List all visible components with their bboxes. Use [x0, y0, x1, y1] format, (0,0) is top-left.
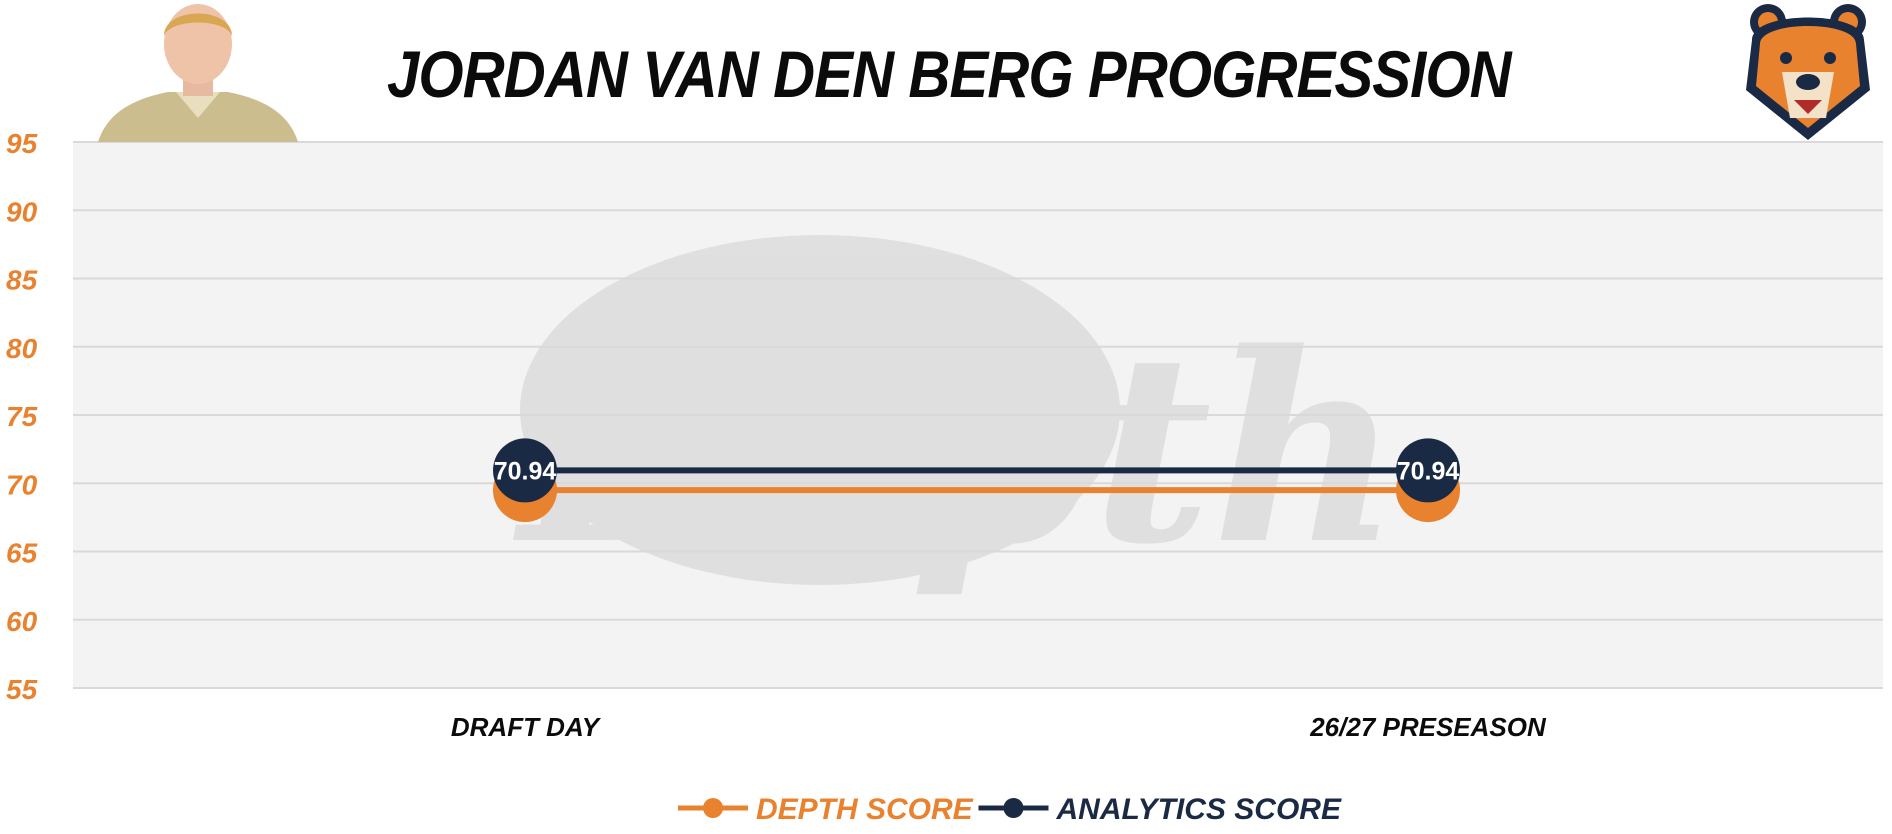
y-tick-label: 85 — [6, 265, 38, 296]
series-point — [1396, 438, 1460, 503]
x-tick-label: DRAFT DAY — [451, 712, 602, 742]
y-tick-label: 60 — [6, 606, 38, 637]
svg-text:Depth: Depth — [511, 297, 1401, 602]
y-tick-label: 55 — [6, 674, 38, 705]
bear-logo-icon — [1746, 4, 1870, 140]
series-point — [493, 438, 557, 503]
legend-label: ANALYTICS SCORE — [1056, 793, 1342, 826]
legend-marker — [1003, 798, 1024, 818]
y-tick-label: 65 — [6, 538, 38, 569]
player-headshot-icon — [98, 4, 298, 142]
data-label: 70.94 — [1397, 457, 1460, 485]
x-tick-label: 26/27 PRESEASON — [1309, 712, 1547, 742]
y-tick-label: 70 — [6, 469, 38, 500]
legend-marker — [703, 798, 723, 818]
chart-title: JORDAN VAN DEN BERG PROGRESSION — [387, 37, 1512, 111]
data-label: 70.94 — [494, 457, 557, 485]
y-tick-label: 90 — [6, 196, 38, 227]
legend-item: ANALYTICS SCORE — [978, 793, 1342, 826]
legend-label: DEPTH SCORE — [756, 793, 974, 826]
legend-item: DEPTH SCORE — [678, 793, 974, 826]
y-tick-label: 95 — [6, 128, 38, 159]
y-tick-label: 80 — [6, 333, 38, 364]
y-tick-label: 75 — [6, 401, 38, 432]
